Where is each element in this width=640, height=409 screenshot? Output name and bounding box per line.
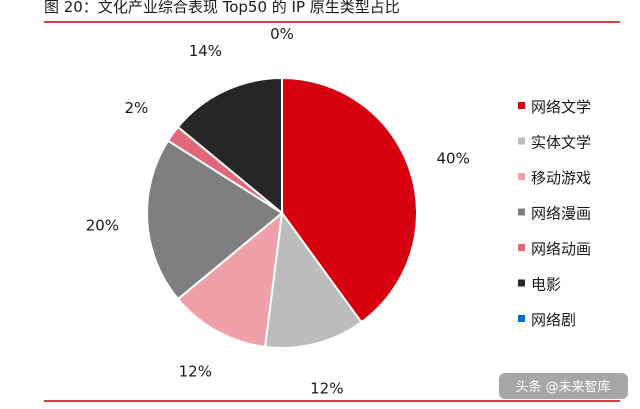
slice-value-label-5: 2% — [125, 99, 149, 117]
watermark: 头条 @未来智库 — [499, 373, 628, 399]
legend-swatch-3 — [518, 173, 525, 180]
watermark-text: 头条 @未来智库 — [515, 379, 610, 395]
legend-swatch-6 — [518, 279, 525, 287]
pie-value-labels: 40% 12% 12% 20% 2% 14% 0% — [86, 25, 470, 397]
legend-label-1: 网络文学 — [531, 98, 591, 116]
legend-swatch-4 — [518, 208, 525, 216]
legend-label-3: 移动游戏 — [531, 169, 591, 187]
legend-label-4: 网络漫画 — [531, 205, 591, 223]
slice-value-label-3: 12% — [179, 363, 212, 381]
legend-label-7: 网络剧 — [531, 311, 576, 329]
legend-swatch-7 — [518, 315, 525, 322]
legend-label-5: 网络动画 — [531, 240, 591, 258]
legend-swatch-1 — [518, 102, 525, 109]
slice-value-label-7: 0% — [270, 25, 294, 43]
slice-value-label-4: 20% — [86, 216, 119, 234]
legend-label-2: 实体文学 — [531, 134, 591, 152]
pie-slice-2 — [263, 210, 363, 349]
legend-swatch-2 — [518, 137, 525, 145]
pie-slice-1 — [281, 76, 418, 324]
pie-chart — [146, 76, 418, 349]
slice-value-label-6: 14% — [189, 42, 222, 60]
pie-slice-3 — [176, 210, 284, 349]
slice-value-label-1: 40% — [437, 149, 470, 167]
watermark-background — [499, 373, 628, 399]
pie-slice-6 — [176, 76, 283, 216]
pie-slice-4 — [146, 139, 284, 301]
chart-title: 图 20：文化产业综合表现 Top50 的 IP 原生类型占比 — [44, 0, 400, 16]
legend-label-6: 电影 — [531, 276, 561, 294]
slice-value-label-2: 12% — [310, 379, 343, 397]
legend-swatch-5 — [518, 244, 525, 251]
